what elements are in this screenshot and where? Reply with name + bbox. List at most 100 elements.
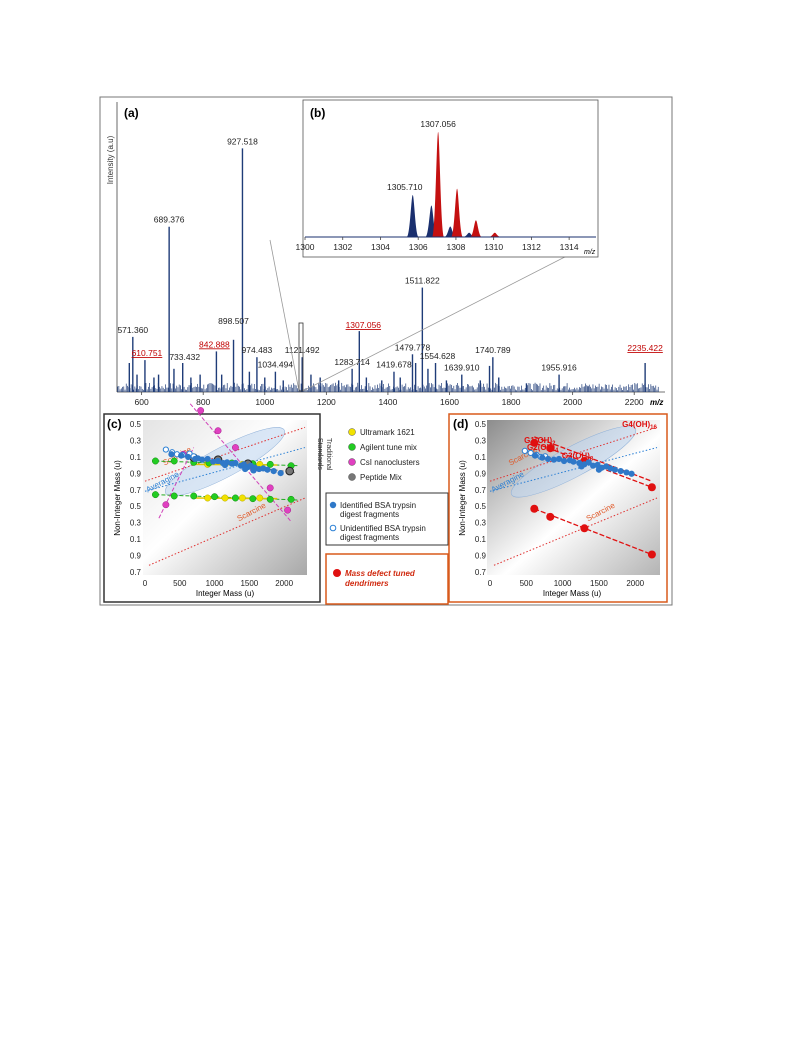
identified-point — [628, 470, 635, 477]
identified-point — [560, 457, 568, 465]
dendrimer-point — [546, 512, 555, 521]
y-tick-label: 0.5 — [130, 420, 142, 429]
legend-label: Peptide Mix — [360, 473, 402, 482]
isotope-peak-red — [469, 220, 482, 237]
agilent-point — [170, 457, 178, 465]
ultramark-point — [204, 494, 212, 502]
bsa-legend-box — [325, 492, 449, 546]
agilent-point — [190, 492, 198, 500]
dendrimer-point — [647, 550, 656, 559]
x-tick-label: 2000 — [626, 579, 644, 588]
zoom-line-left — [269, 239, 300, 392]
y-tick-label: 0.5 — [475, 420, 487, 429]
peak-label: 1511.822 — [405, 276, 440, 286]
legend-marker — [348, 443, 356, 451]
peak-label: 1305.710 — [387, 182, 423, 192]
dendrimer-point — [530, 504, 539, 513]
peak-label: 571.360 — [117, 325, 148, 335]
identified-point — [611, 466, 618, 473]
panel-a-label: (a) — [124, 106, 139, 120]
dendrimer-legend-marker — [333, 569, 341, 577]
panel-a-ylabel: Intensity (a.u) — [106, 135, 115, 184]
x-tick-label: 1314 — [560, 242, 579, 252]
panel-c-ylabel: Non-Integer Mass (u) — [113, 460, 122, 536]
y-tick-label: 0.3 — [130, 519, 142, 528]
panel-d-label: (d) — [453, 417, 468, 431]
y-tick-label: 0.5 — [475, 502, 487, 511]
agilent-point — [231, 494, 239, 502]
x-tick-label: 1302 — [333, 242, 352, 252]
legend-marker — [348, 458, 356, 466]
panel-b-peak-labels: 1307.056 1305.710 — [387, 119, 456, 192]
peak-label: 927.518 — [227, 136, 258, 146]
dendrimer-point — [530, 438, 539, 447]
y-tick-label: 0.5 — [130, 502, 142, 511]
identified-point — [617, 467, 624, 475]
dendrimer-legend-box — [325, 553, 449, 605]
legend-marker — [348, 428, 356, 436]
x-tick-label: 500 — [520, 579, 534, 588]
identified-point — [578, 463, 585, 470]
dendrimer-point — [546, 444, 555, 453]
y-tick-label: 0.7 — [130, 568, 142, 577]
x-tick-label: 1300 — [296, 242, 315, 252]
peak-label: 842.888 — [199, 339, 230, 349]
dendrimer-label-main: G2(OH) — [527, 443, 555, 452]
identified-point — [214, 457, 222, 465]
averagine-line — [489, 447, 658, 492]
x-tick-label: 800 — [196, 397, 210, 407]
zoom-box — [298, 322, 304, 392]
dendrimer-legend-line2: dendrimers — [345, 579, 389, 588]
csi-point — [162, 501, 170, 509]
y-tick-label: 0.9 — [475, 552, 487, 561]
agilent-point — [151, 491, 159, 499]
identified-point — [242, 465, 249, 473]
x-tick-label: 1304 — [371, 242, 390, 252]
peak-label: 689.376 — [154, 215, 185, 225]
y-tick-label: 0.7 — [475, 568, 487, 577]
dendrimer-label-sub: 16 — [650, 425, 657, 431]
identified-point — [185, 453, 192, 461]
csi-point — [231, 444, 239, 451]
unidentified-legend-label: Unidentified BSA trypsin digest fragments — [340, 524, 426, 542]
identified-point — [539, 454, 546, 461]
peak-label: 1554.628 — [420, 351, 456, 361]
panel-b-xlabel: m/z — [584, 249, 596, 256]
y-tick-label: 0.9 — [130, 552, 142, 561]
legend-label: CsI nanoclusters — [360, 458, 420, 467]
csi-point — [197, 407, 205, 414]
dendrimer-label-main: G4(OH) — [622, 420, 650, 429]
panel-b-label: (b) — [310, 106, 325, 120]
scarcine-line — [493, 497, 658, 566]
panel-a-x-ticks: 600 800 1000 1200 1400 1600 1800 2000 2200 — [135, 392, 644, 407]
x-tick-label: 2000 — [275, 579, 293, 588]
peak-label: 610.751 — [132, 348, 163, 358]
x-tick-label: 600 — [135, 397, 149, 407]
panel-c-label: (c) — [107, 417, 122, 431]
isotope-peak-red — [432, 132, 445, 237]
identified-point — [210, 458, 217, 465]
bsa-legend: Identified BSA trypsin digest fragmentsUn… — [329, 501, 426, 542]
x-tick-label: 1000 — [206, 579, 224, 588]
dendrimer-label-sub: 8 — [590, 457, 594, 463]
isotope-peak-red — [488, 232, 501, 237]
x-tick-label: 500 — [173, 579, 187, 588]
legend-marker — [348, 473, 356, 481]
unidentified-point — [521, 447, 528, 455]
agilent-point — [266, 495, 274, 503]
y-tick-label: 0.7 — [475, 486, 487, 495]
isotope-peak-red — [451, 188, 464, 237]
peak-label: 1740.789 — [475, 345, 511, 355]
scarcine-line — [148, 497, 306, 566]
unidentified-point — [162, 446, 169, 453]
x-tick-label: 1306 — [409, 242, 428, 252]
dendrimer-label: G4(OH)16 — [622, 420, 657, 431]
panel-d-ylabel: Non-Integer Mass (u) — [458, 460, 467, 536]
panel-d-xlabel: Integer Mass (u) — [543, 589, 602, 598]
legend-label: Ultramark 1621 — [360, 428, 415, 437]
identified-point — [555, 455, 563, 463]
identified-point — [277, 470, 284, 477]
ultramark-point — [238, 494, 246, 502]
zoom-line-right — [302, 239, 599, 392]
